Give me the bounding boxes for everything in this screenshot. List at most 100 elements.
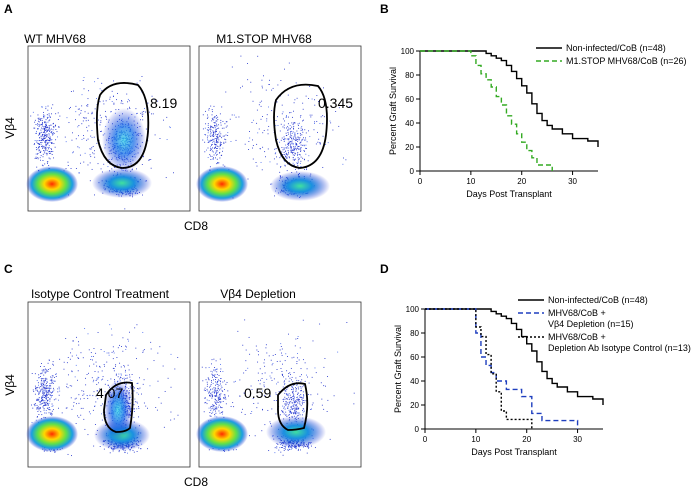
plot-title: Isotype Control Treatment [31, 287, 170, 301]
event-dot [289, 112, 290, 114]
event-dot [41, 139, 43, 141]
event-dot [233, 381, 235, 383]
event-dot [206, 137, 208, 139]
event-dot [297, 162, 299, 164]
event-dot [301, 398, 303, 400]
event-dot [34, 405, 36, 407]
event-dot [212, 138, 214, 140]
event-dot [67, 165, 69, 166]
event-dot [44, 380, 46, 382]
event-dot [80, 352, 82, 354]
event-dot [85, 384, 87, 386]
event-dot [162, 119, 164, 121]
event-dot [216, 371, 218, 373]
event-dot [210, 129, 212, 131]
event-dot [286, 356, 288, 357]
event-dot [302, 359, 304, 361]
event-dot [294, 99, 296, 101]
event-dot [345, 159, 347, 161]
event-dot [327, 142, 329, 144]
event-dot [308, 447, 310, 449]
event-dot [224, 138, 226, 140]
event-dot [45, 148, 47, 150]
event-dot [208, 449, 210, 451]
event-dot [212, 151, 214, 153]
event-dot [288, 142, 289, 144]
event-dot [276, 163, 278, 165]
event-dot [78, 416, 80, 418]
event-dot [47, 393, 49, 395]
panel-letter-c: C [4, 262, 13, 276]
event-dot [207, 147, 209, 149]
event-dot [124, 371, 126, 373]
event-dot [257, 351, 259, 352]
event-dot [49, 359, 50, 361]
event-dot [220, 145, 222, 147]
event-dot [135, 347, 137, 349]
event-dot [142, 331, 144, 333]
event-dot [262, 146, 264, 148]
event-dot [157, 380, 159, 382]
event-dot [281, 151, 283, 153]
event-dot [49, 389, 50, 391]
event-dot [120, 373, 122, 375]
event-dot [38, 147, 39, 149]
event-dot [294, 402, 296, 404]
event-dot [52, 390, 54, 392]
event-dot [297, 398, 299, 400]
event-dot [88, 349, 90, 351]
event-dot [251, 411, 253, 412]
event-dot [293, 164, 295, 166]
event-dot [216, 400, 218, 402]
event-dot [292, 412, 294, 414]
event-dot [222, 120, 224, 122]
event-dot [280, 447, 282, 448]
event-dot [215, 403, 217, 405]
event-dot [219, 412, 221, 414]
event-dot [87, 130, 89, 132]
event-dot [297, 133, 298, 135]
event-dot [335, 110, 337, 112]
event-dot [47, 391, 49, 393]
event-dot [117, 376, 119, 378]
event-dot [95, 401, 97, 403]
event-dot [77, 415, 78, 417]
event-dot [100, 168, 102, 170]
event-dot [113, 80, 115, 82]
event-dot [288, 62, 290, 64]
event-dot [38, 134, 40, 136]
event-dot [338, 107, 340, 109]
event-dot [42, 406, 44, 408]
event-dot [40, 124, 42, 125]
event-dot [301, 120, 303, 122]
event-dot [72, 132, 74, 134]
event-dot [42, 135, 43, 137]
event-dot [287, 143, 289, 145]
event-dot [59, 390, 61, 392]
event-dot [51, 379, 53, 381]
event-dot [45, 152, 47, 154]
event-dot [290, 398, 292, 400]
event-dot [321, 404, 323, 406]
event-dot [300, 156, 302, 158]
event-dot [307, 160, 309, 162]
event-dot [108, 354, 110, 356]
event-dot [214, 377, 216, 378]
event-dot [34, 127, 36, 129]
event-dot [297, 137, 299, 138]
event-dot [149, 385, 151, 387]
event-dot [87, 138, 89, 140]
event-dot [273, 400, 275, 401]
event-dot [39, 151, 41, 153]
event-dot [269, 161, 271, 163]
event-dot [80, 112, 82, 114]
event-dot [50, 392, 52, 394]
event-dot [51, 131, 53, 132]
event-dot [294, 122, 296, 124]
event-dot [216, 393, 218, 395]
event-dot [54, 380, 56, 382]
event-dot [206, 390, 208, 392]
event-dot [287, 406, 289, 408]
event-dot [115, 374, 117, 376]
event-dot [134, 408, 135, 410]
